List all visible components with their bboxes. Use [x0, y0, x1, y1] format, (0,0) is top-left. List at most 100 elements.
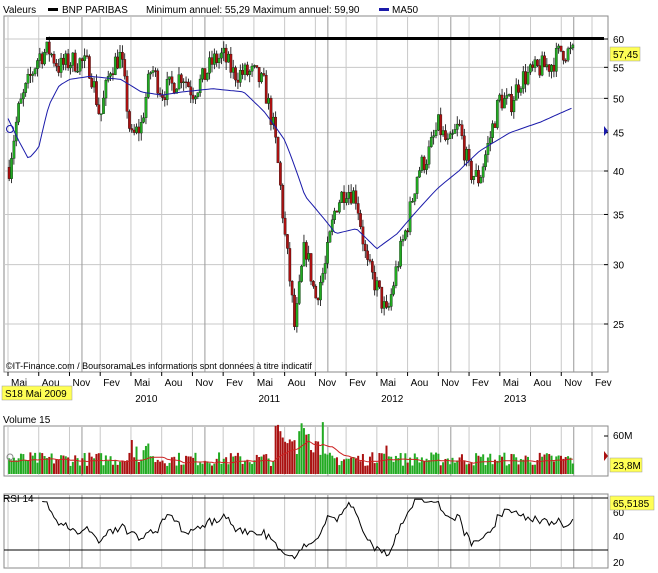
- candle-body: [212, 53, 216, 65]
- rsi-panel: [3, 493, 609, 569]
- volume-bar: [460, 454, 463, 474]
- volume-bar: [243, 460, 246, 474]
- candle-body: [14, 121, 18, 142]
- volume-bar: [149, 456, 152, 474]
- candle-body: [566, 48, 570, 61]
- volume-bar: [93, 458, 96, 474]
- volume-bar: [437, 453, 440, 474]
- candle-body: [243, 64, 247, 75]
- month-label: Fev: [226, 378, 243, 389]
- legend-stats: Minimum annuel: 55,29 Maximum annuel: 59…: [146, 5, 360, 16]
- volume-bar: [71, 461, 74, 474]
- candle-body: [33, 68, 37, 75]
- candle-body: [38, 53, 42, 61]
- volume-bar: [380, 453, 383, 474]
- volume-bar: [81, 458, 84, 474]
- volume-bar: [277, 424, 280, 474]
- volume-bar: [477, 455, 480, 474]
- candle-body: [415, 176, 419, 194]
- candle-body: [493, 123, 497, 128]
- volume-bar: [128, 452, 131, 474]
- candle-body: [142, 117, 145, 123]
- month-label: Mai: [257, 378, 273, 389]
- volume-bar: [201, 463, 204, 474]
- price-tick-label: 55: [613, 63, 625, 74]
- candle-body: [337, 202, 341, 213]
- candle-body: [19, 98, 23, 104]
- volume-bar: [88, 452, 91, 474]
- candle-body: [448, 133, 452, 139]
- candle-body: [283, 217, 287, 235]
- volume-bar: [368, 456, 371, 474]
- volume-bar: [484, 465, 487, 474]
- candle-body: [29, 74, 32, 76]
- candle-body: [342, 191, 346, 203]
- candle-body: [45, 41, 49, 53]
- volume-bar: [241, 463, 244, 474]
- candle-body: [524, 71, 527, 85]
- month-label: Fev: [595, 378, 612, 389]
- candle-body: [345, 198, 348, 203]
- price-tick-label: 35: [613, 210, 625, 221]
- candle-body: [57, 66, 61, 73]
- candle-body: [165, 79, 169, 100]
- candle-body: [477, 170, 480, 184]
- volume-bar: [48, 456, 51, 474]
- candle-body: [356, 203, 360, 214]
- volume-bar: [192, 457, 195, 474]
- candle-body: [262, 73, 266, 76]
- volume-bar: [319, 454, 322, 474]
- volume-bar: [27, 460, 30, 474]
- volume-bar: [310, 450, 313, 474]
- candle-body: [394, 266, 398, 286]
- volume-bar: [196, 465, 199, 474]
- candle-body: [118, 52, 122, 69]
- volume-bar: [170, 457, 173, 474]
- candle-body: [250, 65, 254, 72]
- volume-bar: [489, 453, 492, 474]
- candle-body: [179, 74, 183, 83]
- volume-bar: [31, 455, 34, 474]
- volume-bar: [364, 465, 367, 474]
- volume-bar: [302, 428, 305, 474]
- candle-body: [562, 51, 565, 61]
- volume-bar: [439, 465, 442, 474]
- month-label: Fev: [472, 378, 489, 389]
- volume-bar: [168, 462, 171, 474]
- candle-body: [323, 263, 327, 274]
- candle-body: [462, 135, 466, 161]
- price-tick-label: 40: [613, 167, 625, 178]
- price-tick-label: 30: [613, 261, 625, 272]
- candle-body: [286, 234, 289, 249]
- volume-bar: [12, 457, 15, 474]
- candle-body: [73, 52, 77, 72]
- candle-body: [314, 285, 318, 299]
- candles: [7, 36, 575, 333]
- candle-body: [378, 280, 381, 288]
- volume-bar: [24, 460, 27, 474]
- candle-body: [437, 114, 440, 131]
- rsi-last-value-box: [609, 495, 655, 511]
- volume-bar: [156, 459, 159, 474]
- volume-bar: [41, 453, 44, 474]
- volume-bar: [350, 457, 353, 474]
- candle-body: [505, 95, 509, 99]
- volume-bar: [255, 454, 258, 474]
- candle-body: [220, 52, 223, 59]
- volume-bar: [359, 461, 362, 474]
- candle-body: [503, 98, 506, 109]
- candle-body: [151, 70, 155, 73]
- candle-body: [59, 57, 63, 73]
- volume-bar: [199, 462, 202, 474]
- volume-bar: [470, 462, 473, 474]
- volume-bar: [378, 453, 381, 474]
- volume-bar: [220, 463, 223, 474]
- volume-bar: [324, 453, 327, 474]
- candle-body: [408, 201, 412, 233]
- volume-bar: [526, 456, 529, 474]
- volume-bar: [326, 454, 329, 474]
- volume-bar: [394, 455, 397, 474]
- candle-body: [47, 41, 51, 55]
- volume-bar: [50, 453, 53, 474]
- volume-bar: [366, 465, 369, 474]
